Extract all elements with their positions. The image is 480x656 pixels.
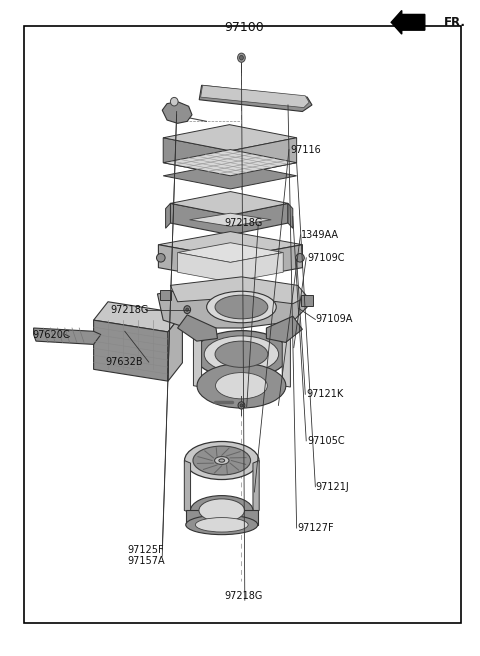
- Ellipse shape: [186, 515, 258, 535]
- Ellipse shape: [193, 446, 251, 475]
- Text: 97125F: 97125F: [127, 544, 164, 555]
- Ellipse shape: [194, 331, 289, 378]
- Polygon shape: [94, 302, 182, 332]
- Text: 97157A: 97157A: [127, 556, 165, 566]
- Polygon shape: [160, 290, 171, 300]
- Ellipse shape: [184, 441, 259, 480]
- Polygon shape: [158, 245, 302, 281]
- Polygon shape: [178, 315, 217, 341]
- Ellipse shape: [219, 459, 225, 462]
- Polygon shape: [288, 203, 293, 228]
- Text: 1349AA: 1349AA: [301, 230, 339, 240]
- Text: FR.: FR.: [444, 16, 466, 29]
- Text: 97218G: 97218G: [225, 591, 263, 601]
- Polygon shape: [170, 192, 288, 215]
- Polygon shape: [170, 203, 288, 235]
- Polygon shape: [253, 461, 259, 513]
- Polygon shape: [158, 232, 302, 258]
- Polygon shape: [391, 10, 425, 34]
- Ellipse shape: [199, 499, 245, 522]
- Polygon shape: [186, 510, 258, 525]
- Ellipse shape: [197, 363, 286, 408]
- Ellipse shape: [215, 457, 229, 464]
- Ellipse shape: [195, 518, 248, 532]
- Ellipse shape: [156, 253, 165, 262]
- Text: 97116: 97116: [290, 144, 321, 155]
- Polygon shape: [230, 138, 297, 176]
- Text: 97127F: 97127F: [298, 523, 334, 533]
- Text: 97109A: 97109A: [316, 314, 353, 325]
- Polygon shape: [190, 213, 271, 226]
- Text: 97109C: 97109C: [307, 253, 345, 263]
- Ellipse shape: [240, 404, 243, 407]
- Polygon shape: [163, 150, 297, 176]
- Ellipse shape: [240, 55, 243, 60]
- Polygon shape: [163, 163, 297, 189]
- Polygon shape: [163, 125, 297, 151]
- Text: 97105C: 97105C: [307, 436, 345, 446]
- Polygon shape: [301, 295, 313, 306]
- Polygon shape: [166, 203, 170, 228]
- Ellipse shape: [204, 336, 278, 373]
- Polygon shape: [184, 461, 191, 513]
- Ellipse shape: [186, 308, 189, 311]
- Polygon shape: [162, 102, 192, 123]
- Polygon shape: [170, 277, 307, 304]
- Polygon shape: [178, 253, 283, 282]
- Ellipse shape: [170, 97, 178, 106]
- Ellipse shape: [238, 53, 245, 62]
- Ellipse shape: [191, 496, 253, 525]
- Text: 97632B: 97632B: [106, 357, 143, 367]
- Ellipse shape: [216, 373, 267, 399]
- Polygon shape: [168, 314, 182, 381]
- Text: 97121K: 97121K: [306, 389, 344, 400]
- Text: 97218G: 97218G: [224, 218, 263, 228]
- Polygon shape: [157, 285, 307, 328]
- Polygon shape: [282, 335, 290, 387]
- Ellipse shape: [184, 306, 191, 314]
- Text: 97620C: 97620C: [33, 329, 70, 340]
- Ellipse shape: [206, 291, 276, 323]
- Polygon shape: [94, 320, 168, 381]
- Polygon shape: [193, 335, 202, 387]
- Ellipse shape: [296, 253, 304, 262]
- Text: 97100: 97100: [224, 21, 264, 34]
- Text: 97121J: 97121J: [316, 482, 349, 492]
- Text: 97218G: 97218G: [110, 304, 149, 315]
- Polygon shape: [163, 138, 230, 176]
- Ellipse shape: [215, 295, 268, 319]
- Polygon shape: [34, 328, 101, 344]
- Polygon shape: [201, 85, 309, 108]
- Polygon shape: [266, 316, 302, 342]
- Polygon shape: [199, 85, 312, 112]
- Polygon shape: [178, 243, 283, 262]
- Ellipse shape: [215, 341, 268, 367]
- Ellipse shape: [238, 401, 245, 409]
